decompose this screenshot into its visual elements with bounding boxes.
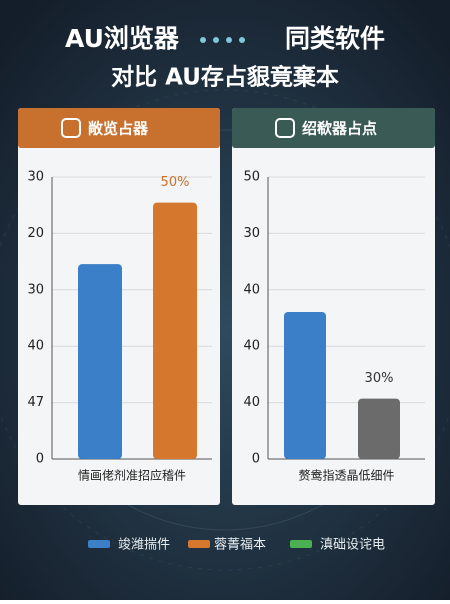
y-tick-label: 40	[243, 282, 260, 297]
legend-label: 滇础设诧电	[320, 538, 385, 553]
x-axis-label: 赘鸯指透晶低细件	[298, 468, 394, 483]
subtitle: 对比 AU存占貇竟棄本	[111, 64, 339, 91]
bar	[78, 264, 122, 459]
y-tick-label: 0	[36, 452, 44, 467]
decor-ring	[0, 89, 450, 571]
panel-title: 绍欷器占点	[302, 120, 377, 138]
x-axis-label: 情画佬剂准招应稽件	[78, 468, 186, 483]
legend-icon	[188, 540, 210, 548]
value-label: 50%	[161, 175, 190, 190]
y-tick-label: 20	[27, 226, 44, 241]
panel	[232, 108, 435, 505]
bar	[153, 202, 197, 460]
bar	[284, 311, 326, 459]
legend-label: 蓉菁福本	[214, 538, 266, 553]
y-tick-label: 0	[252, 452, 260, 467]
value-label: 30%	[365, 371, 394, 386]
y-tick-label: 30	[27, 282, 44, 297]
panel-icon	[275, 118, 295, 138]
legend-icon	[88, 540, 110, 548]
y-tick-label: 40	[243, 339, 260, 354]
panel-title: 敞览占器	[88, 120, 149, 138]
title-dots	[200, 37, 245, 43]
y-tick-label: 40	[27, 339, 44, 354]
title-right: 同类软件	[285, 24, 385, 53]
legend-icon	[290, 540, 312, 548]
bar	[358, 398, 400, 459]
title-left: AU浏览器	[65, 24, 180, 53]
legend-label: 竣潍揣件	[118, 538, 170, 553]
y-tick-label: 40	[243, 395, 260, 410]
y-tick-label: 30	[243, 226, 260, 241]
y-tick-label: 47	[27, 395, 44, 410]
panel-icon	[61, 118, 81, 138]
y-tick-label: 50	[243, 170, 260, 185]
y-tick-label: 30	[27, 170, 44, 185]
